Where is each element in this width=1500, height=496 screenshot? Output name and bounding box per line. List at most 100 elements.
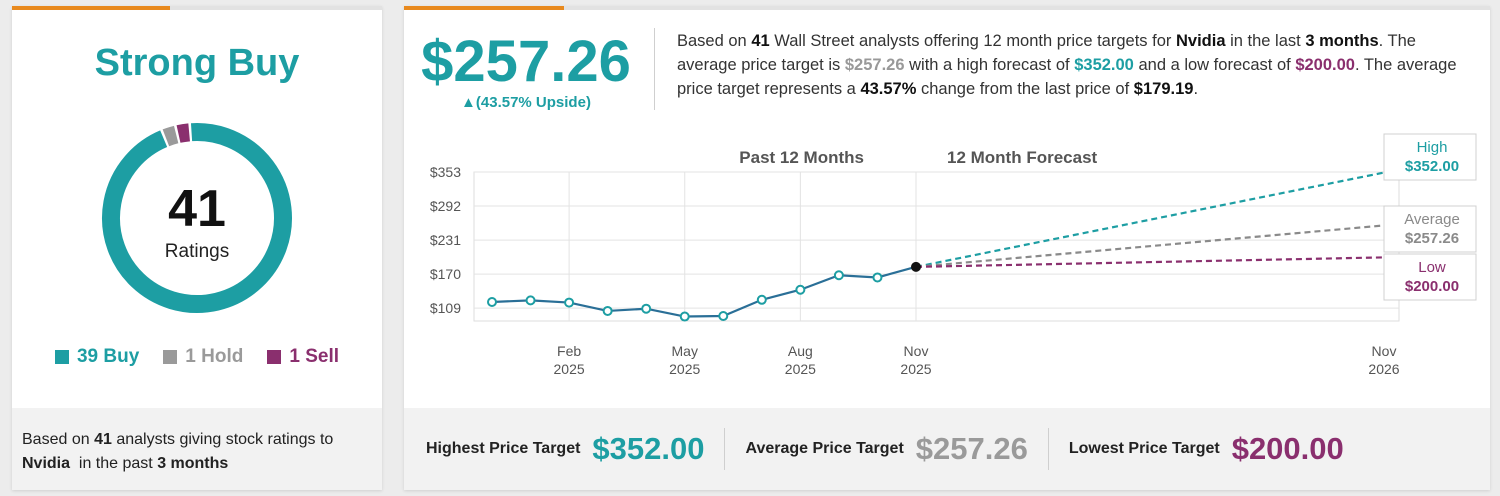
summary-text: . The average price target is: [677, 32, 1416, 74]
bar-divider: [1047, 428, 1049, 470]
forecast-callout-high: [1383, 133, 1477, 181]
legend-label-sell: 1 Sell: [289, 346, 340, 367]
x-tick-year: 2025: [900, 361, 931, 377]
ratings-donut-chart: [102, 123, 292, 313]
section-label-forecast: 12 Month Forecast: [947, 148, 1098, 167]
x-tick-year: 2025: [785, 361, 816, 377]
summary-text: with a high forecast of: [909, 56, 1070, 74]
footer-prefix: Based on: [22, 431, 90, 448]
summary-period: 3 months: [1305, 32, 1379, 50]
card-accent-bar: [404, 6, 564, 10]
lowest-target-label: Lowest Price Target: [1068, 440, 1220, 457]
history-price-line: [491, 265, 917, 318]
history-point: [641, 303, 652, 314]
summary-text: in the last: [1230, 32, 1301, 50]
y-tick-label: $292: [430, 198, 461, 214]
history-point: [487, 297, 497, 308]
average-target-label: Average Price Target: [745, 440, 904, 457]
ratings-legend: 39 Buy 1 Hold 1 Sell: [12, 346, 382, 368]
legend-label-buy: 39 Buy: [76, 346, 140, 367]
ratings-footer-note: Based on 41 analysts giving stock rating…: [12, 408, 382, 490]
header-divider: [654, 28, 655, 110]
y-tick-label: $109: [430, 300, 461, 316]
forecast-line-low: [915, 256, 1385, 268]
legend-label-hold: 1 Hold: [185, 346, 244, 367]
plot-frame: [473, 171, 1400, 322]
forecast-callout-value: $200.00: [1405, 278, 1459, 295]
bar-divider: [724, 428, 726, 470]
lowest-target: Lowest Price Target $200.00: [1069, 431, 1344, 467]
legend-item-sell: 1 Sell: [267, 346, 339, 368]
x-tick-year: 2026: [1368, 361, 1399, 377]
card-top-strip: [404, 6, 1490, 10]
history-point: [679, 311, 690, 322]
summary-analyst-count: 41: [751, 32, 770, 50]
y-tick-label: $353: [430, 164, 461, 180]
upside-percent: ▲(43.57% Upside): [461, 94, 591, 111]
average-target: Average Price Target $257.26: [745, 431, 1027, 467]
summary-text: Based on: [677, 32, 747, 50]
forecast-callout-name: Average: [1404, 211, 1460, 228]
x-tick-month: Nov: [1372, 343, 1397, 359]
x-tick-year: 2025: [669, 361, 700, 377]
summary-text: Wall Street analysts offering 12 month p…: [774, 32, 1172, 50]
history-point: [602, 305, 613, 316]
summary-company: Nvidia: [1175, 32, 1226, 50]
price-target-card: $257.26 ▲(43.57% Upside) Based on 41 Wal…: [404, 6, 1490, 490]
highest-target-value: $352.00: [592, 431, 705, 466]
average-target-value: $257.26: [915, 431, 1028, 466]
summary-average: $257.26: [844, 56, 905, 74]
footer-in-the-past: in the past: [78, 455, 153, 472]
x-tick-month: Nov: [904, 343, 929, 359]
forecast-callout-value: $257.26: [1405, 230, 1459, 247]
card-top-strip: [12, 6, 382, 10]
x-tick-year: 2025: [554, 361, 585, 377]
analyst-ratings-card: Strong Buy 41 Ratings 39 Buy 1 Hold 1 Se…: [12, 6, 382, 490]
summary-low: $200.00: [1295, 56, 1355, 74]
summary-text: and a low forecast of: [1138, 56, 1291, 74]
donut-segment: [162, 125, 179, 147]
history-point: [872, 272, 883, 283]
forecast-callout-value: $352.00: [1405, 158, 1459, 175]
forecast-callout-low: [1383, 253, 1477, 301]
donut-center: 41 Ratings: [100, 121, 294, 315]
summary-change: 43.57%: [860, 80, 917, 98]
footer-period: 3 months: [157, 455, 229, 472]
forecast-line-average: [915, 224, 1385, 268]
history-point: [795, 284, 806, 295]
history-point: [564, 297, 575, 308]
history-point: [718, 310, 729, 321]
lowest-target-value: $200.00: [1231, 431, 1344, 466]
highest-target: Highest Price Target $352.00: [426, 431, 704, 467]
footer-analyst-count: 41: [94, 431, 112, 448]
x-tick-month: Feb: [557, 343, 581, 359]
y-tick-label: $170: [430, 266, 461, 282]
legend-swatch-sell: [267, 350, 282, 364]
price-target-chart: $353 $292 $231 $170 $109 Feb 2025 May 2025 Aug 202…: [430, 133, 1477, 377]
highest-target-label: Highest Price Target: [426, 440, 581, 457]
forecast-callout-name: Low: [1418, 259, 1446, 276]
summary-text: . The average price target represents a: [677, 56, 1457, 98]
history-point: [756, 294, 767, 305]
summary-text: .: [1193, 80, 1199, 98]
forecast-line-high: [915, 171, 1385, 268]
forecast-callout-average: [1383, 205, 1477, 253]
legend-swatch-hold: [163, 350, 178, 364]
x-tick-month: Aug: [788, 343, 813, 359]
forecast-callout-name: High: [1417, 139, 1448, 156]
section-label-past: Past 12 Months: [739, 148, 864, 167]
summary-last-price: $179.19: [1133, 80, 1194, 98]
y-tick-label: $231: [430, 232, 461, 248]
last-price-point: [911, 261, 921, 272]
history-point: [833, 270, 844, 281]
legend-item-buy: 39 Buy: [54, 346, 140, 368]
summary-high: $352.00: [1074, 56, 1134, 74]
history-point: [525, 295, 536, 306]
legend-swatch-buy: [54, 350, 69, 364]
consensus-rating: Strong Buy: [94, 42, 300, 84]
ratings-total: 41: [168, 180, 226, 238]
ratings-total-label: Ratings: [164, 241, 230, 262]
donut-segment: [176, 123, 191, 143]
price-target-bar: Highest Price Target $352.00 Average Pri…: [404, 408, 1490, 490]
footer-middle: analysts giving stock ratings to: [116, 431, 334, 448]
